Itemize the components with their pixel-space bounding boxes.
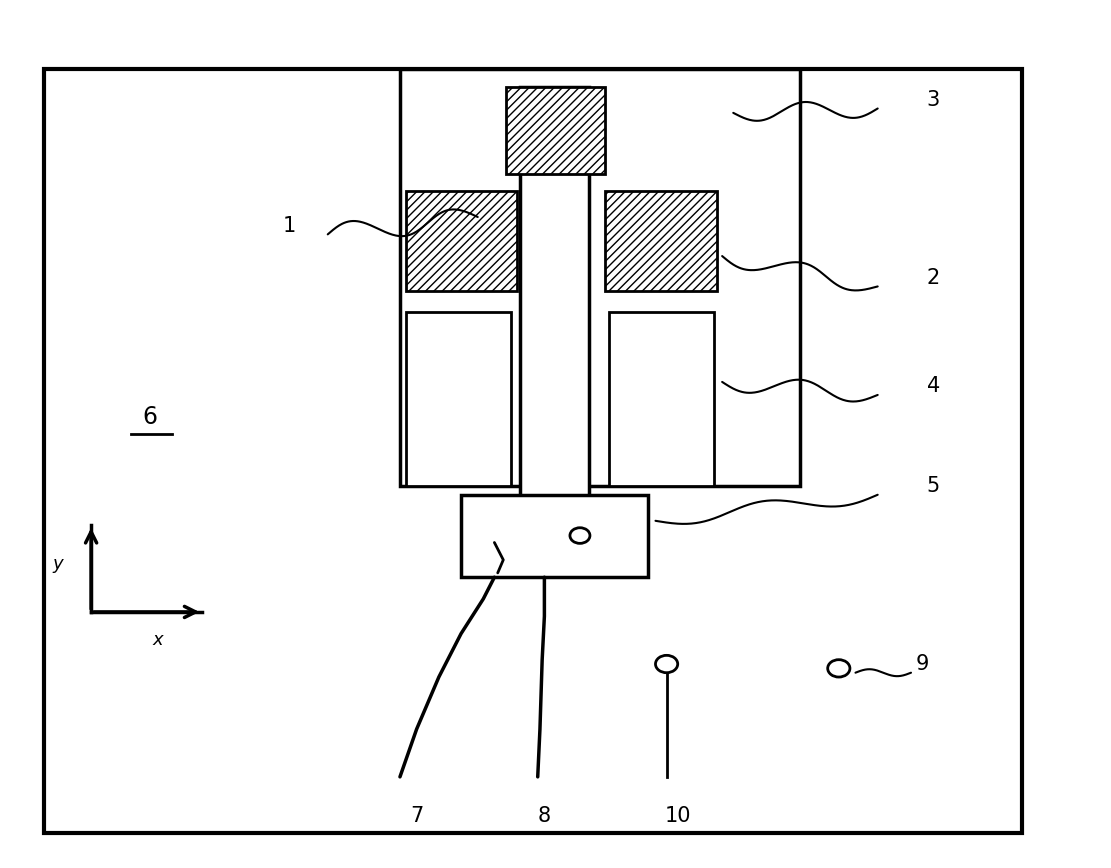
- Bar: [406, 191, 517, 291]
- Text: 6: 6: [142, 404, 158, 429]
- Bar: [609, 312, 714, 486]
- Text: 3: 3: [927, 89, 940, 110]
- Bar: [605, 191, 717, 291]
- Bar: [44, 69, 1022, 833]
- Text: 7: 7: [410, 806, 423, 826]
- Text: 10: 10: [664, 806, 691, 826]
- Text: 5: 5: [927, 476, 940, 496]
- Bar: [406, 312, 511, 486]
- Bar: [400, 69, 800, 486]
- Text: 9: 9: [915, 654, 929, 674]
- Bar: [520, 87, 589, 564]
- Text: 8: 8: [538, 806, 551, 826]
- Text: x: x: [152, 631, 163, 648]
- Text: y: y: [52, 556, 63, 573]
- Text: 1: 1: [282, 215, 296, 236]
- Bar: [461, 495, 648, 577]
- Text: 4: 4: [927, 376, 940, 397]
- Text: 2: 2: [927, 267, 940, 288]
- Bar: [506, 87, 605, 174]
